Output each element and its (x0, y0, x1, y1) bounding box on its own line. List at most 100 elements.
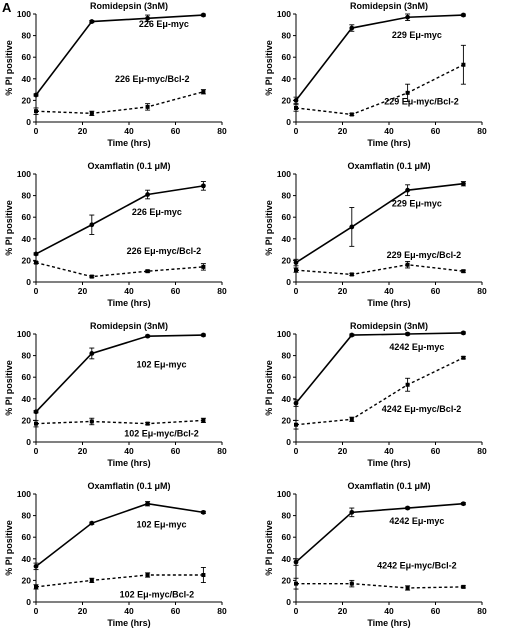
data-point (293, 400, 299, 406)
x-tick-label: 80 (217, 446, 227, 456)
y-tick-label: 60 (22, 212, 32, 222)
x-tick-label: 20 (78, 286, 88, 296)
y-tick-label: 100 (277, 169, 291, 179)
x-axis-label: Time (hrs) (367, 138, 410, 148)
panel-letter: A (2, 0, 12, 15)
series-line-bcl2 (296, 582, 464, 589)
chart-panel-7: Oxamflatin (0.1 μM) 0 20 40 60 80 100 0 20 40 60 80… (4, 481, 227, 628)
data-point (89, 222, 95, 228)
series-label: 102 Eμ-myc/Bcl-2 (120, 590, 195, 600)
data-point (33, 563, 39, 569)
series-label: 102 Eμ-myc (137, 519, 187, 529)
y-tick-label: 0 (26, 437, 31, 447)
x-tick-label: 60 (431, 606, 441, 616)
data-point (405, 505, 410, 511)
y-tick-label: 60 (282, 52, 292, 62)
x-tick-label: 60 (431, 126, 441, 136)
x-tick-label: 40 (384, 286, 394, 296)
data-point (405, 331, 410, 337)
y-tick-label: 20 (22, 575, 32, 585)
x-tick-label: 0 (34, 606, 39, 616)
data-point (461, 269, 466, 274)
data-point (349, 332, 355, 338)
data-point (145, 421, 150, 426)
x-axis-label: Time (hrs) (367, 618, 410, 628)
data-point (34, 260, 38, 265)
chart-panel-8: Oxamflatin (0.1 μM) 0 20 40 60 80 100 0 20 40 60 80… (264, 481, 487, 628)
x-tick-label: 40 (124, 446, 134, 456)
y-tick-label: 100 (277, 489, 291, 499)
y-tick-label: 20 (282, 415, 292, 425)
x-tick-label: 80 (217, 126, 227, 136)
y-tick-label: 100 (17, 169, 31, 179)
data-point (145, 333, 151, 339)
series-line-bcl2 (35, 574, 204, 588)
chart-title: Oxamflatin (0.1 μM) (87, 161, 170, 171)
data-point (405, 187, 410, 193)
y-tick-label: 0 (26, 277, 31, 287)
x-tick-label: 40 (124, 286, 134, 296)
data-point (33, 92, 39, 98)
series-label: 102 Eμ-myc/Bcl-2 (124, 429, 199, 439)
y-axis-label: % PI positive (4, 520, 14, 576)
x-tick-label: 80 (477, 446, 487, 456)
y-tick-label: 20 (22, 255, 32, 265)
data-point (293, 98, 299, 103)
y-tick-label: 80 (282, 351, 292, 361)
data-point (201, 509, 206, 515)
series-label: 4242 Eμ-myc/Bcl-2 (377, 561, 457, 571)
data-point (405, 262, 410, 267)
data-point (201, 183, 206, 189)
x-tick-label: 20 (338, 446, 348, 456)
series-line-myc (35, 334, 204, 413)
y-tick-label: 100 (17, 329, 31, 339)
series-label: 4242 Eμ-myc/Bcl-2 (382, 404, 462, 414)
data-point (405, 90, 410, 95)
y-axis-label: % PI positive (4, 40, 14, 96)
data-point (89, 19, 95, 24)
chart-panel-6: Romidepsin (3nM) 0 20 40 60 80 100 0 20 40 60 80 Tim… (264, 321, 487, 468)
chart-title: Oxamflatin (0.1 μM) (87, 481, 170, 491)
x-axis-label: Time (hrs) (107, 138, 150, 148)
x-tick-label: 40 (384, 446, 394, 456)
y-tick-label: 0 (286, 277, 291, 287)
x-tick-label: 80 (477, 606, 487, 616)
data-point (201, 264, 206, 269)
series-line-myc (35, 502, 204, 567)
data-point (145, 192, 151, 197)
series-line-bcl2 (295, 264, 464, 276)
data-point (405, 382, 410, 387)
x-tick-label: 60 (171, 286, 181, 296)
data-point (294, 581, 298, 586)
series-label: 229 Eμ-myc (392, 30, 442, 40)
x-tick-label: 60 (171, 446, 181, 456)
x-tick-label: 20 (78, 446, 88, 456)
y-tick-label: 60 (22, 372, 32, 382)
y-tick-label: 60 (22, 532, 32, 542)
x-tick-label: 20 (78, 606, 88, 616)
data-point (145, 573, 150, 577)
data-point (461, 355, 466, 360)
x-tick-label: 0 (294, 446, 299, 456)
x-axis-label: Time (hrs) (367, 298, 410, 308)
data-point (89, 520, 95, 526)
data-point (461, 181, 466, 187)
chart-title: Romidepsin (3nM) (90, 1, 168, 11)
y-axis-label: % PI positive (4, 360, 14, 416)
chart-title: Oxamflatin (0.1 μM) (347, 481, 430, 491)
data-point (33, 409, 39, 415)
y-tick-label: 40 (282, 234, 292, 244)
data-point (201, 418, 206, 423)
y-tick-label: 20 (22, 95, 32, 105)
y-tick-label: 100 (277, 329, 291, 339)
data-point (349, 509, 355, 515)
x-tick-label: 60 (171, 126, 181, 136)
chart-panel-1: Romidepsin (3nM) 0 20 40 60 80 100 0 20 40 60 80 Tim… (4, 1, 227, 148)
x-tick-label: 60 (431, 286, 441, 296)
y-tick-label: 0 (26, 597, 31, 607)
y-tick-label: 20 (22, 415, 32, 425)
data-point (294, 422, 298, 427)
y-tick-label: 40 (282, 394, 292, 404)
x-tick-label: 40 (384, 126, 394, 136)
y-tick-label: 0 (286, 437, 291, 447)
